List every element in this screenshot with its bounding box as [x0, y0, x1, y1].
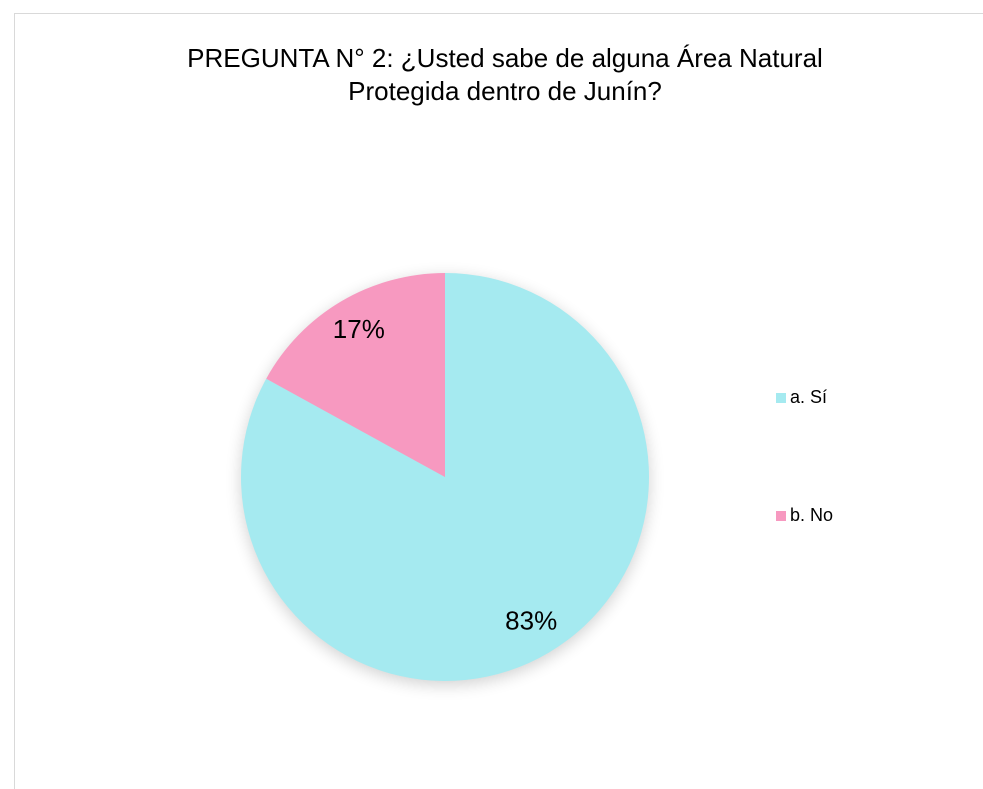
legend-label: b. No: [790, 505, 833, 525]
chart-title: PREGUNTA N° 2: ¿Usted sabe de alguna Áre…: [187, 43, 823, 106]
data-label: 17%: [333, 314, 385, 344]
pie-slice: [266, 273, 445, 477]
legend-swatch: [776, 511, 786, 521]
legend-swatch: [776, 393, 786, 403]
legend-label: a. Sí: [790, 387, 827, 407]
data-label: 83%: [505, 606, 557, 636]
pie-slice: [240, 273, 650, 682]
